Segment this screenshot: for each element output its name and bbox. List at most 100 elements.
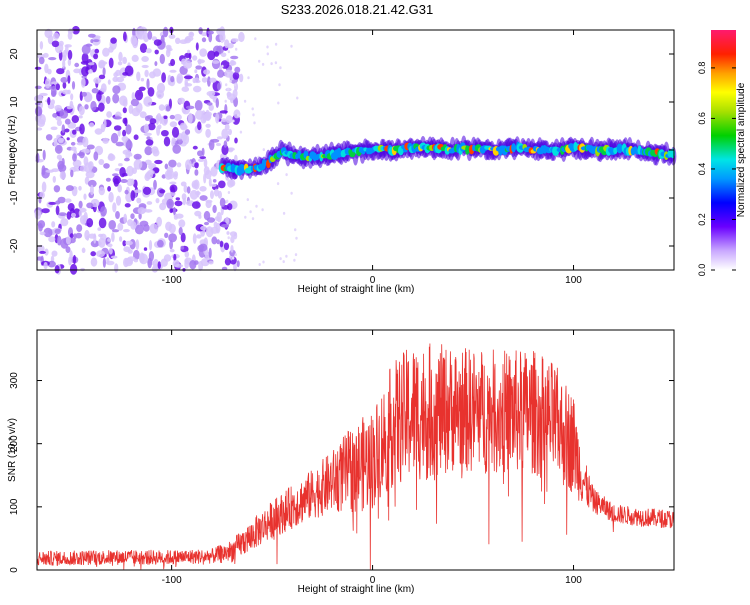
figure-title: S233.2026.018.21.42.G31 bbox=[281, 2, 434, 17]
spectrogram-ylabel: Frequency (Hz) bbox=[7, 116, 18, 185]
noise-blob bbox=[58, 139, 64, 144]
noise-blob bbox=[78, 105, 85, 116]
noise-blob bbox=[184, 129, 191, 135]
noise-blob bbox=[200, 114, 207, 124]
noise-blob bbox=[210, 190, 214, 200]
noise-blob bbox=[61, 124, 65, 133]
noise-blob bbox=[178, 219, 186, 228]
noise-blob bbox=[195, 65, 203, 70]
noise-blob bbox=[110, 37, 117, 44]
noise-blob bbox=[115, 195, 122, 206]
colorbar-tick-label: 0.8 bbox=[697, 62, 707, 75]
noise-blob bbox=[206, 90, 216, 97]
noise-blob bbox=[221, 224, 230, 228]
noise-blob bbox=[192, 233, 197, 244]
noise-blob bbox=[62, 59, 66, 69]
noise-blob bbox=[124, 189, 129, 195]
noise-blob bbox=[198, 158, 205, 162]
noise-blob bbox=[144, 69, 149, 78]
noise-blob bbox=[185, 35, 194, 42]
noise-blob bbox=[41, 181, 47, 193]
noise-blob bbox=[156, 113, 162, 122]
noise-blob bbox=[229, 59, 235, 66]
noise-blob bbox=[107, 186, 111, 192]
noise-region bbox=[34, 25, 299, 275]
noise-speckle bbox=[290, 191, 293, 195]
noise-blob bbox=[159, 189, 166, 194]
noise-blob bbox=[198, 243, 208, 252]
noise-blob bbox=[220, 52, 227, 58]
noise-blob bbox=[154, 159, 163, 165]
noise-blob bbox=[147, 169, 155, 175]
noise-blob bbox=[207, 30, 214, 35]
noise-blob bbox=[186, 186, 191, 194]
noise-speckle bbox=[294, 253, 298, 257]
noise-blob bbox=[213, 51, 220, 57]
noise-blob bbox=[156, 125, 161, 136]
noise-blob bbox=[212, 204, 217, 214]
noise-blob bbox=[89, 184, 94, 196]
snr-ytick-label: 100 bbox=[9, 498, 20, 515]
noise-blob bbox=[211, 58, 221, 70]
noise-blob bbox=[163, 136, 171, 147]
noise-blob bbox=[70, 169, 74, 178]
noise-blob bbox=[182, 109, 187, 114]
noise-blob bbox=[94, 128, 103, 135]
noise-blob bbox=[93, 151, 99, 161]
noise-blob bbox=[65, 185, 74, 192]
noise-blob bbox=[215, 113, 220, 124]
noise-blob bbox=[173, 113, 182, 121]
noise-blob bbox=[51, 40, 60, 48]
noise-blob bbox=[176, 162, 182, 168]
noise-blob bbox=[39, 92, 48, 97]
noise-blob bbox=[70, 93, 74, 101]
noise-blob bbox=[148, 251, 154, 262]
noise-blob bbox=[87, 161, 94, 170]
noise-blob bbox=[154, 61, 158, 67]
noise-blob bbox=[199, 156, 206, 160]
noise-blob bbox=[69, 250, 73, 261]
noise-blob bbox=[108, 153, 114, 160]
noise-blob bbox=[89, 122, 95, 128]
noise-blob bbox=[131, 92, 135, 101]
noise-blob bbox=[180, 181, 187, 187]
noise-blob bbox=[47, 68, 52, 75]
noise-blob bbox=[164, 170, 172, 180]
noise-blob bbox=[67, 75, 71, 84]
noise-speckle bbox=[247, 76, 250, 80]
noise-blob bbox=[203, 158, 208, 168]
snr-series-line bbox=[36, 343, 675, 570]
noise-blob bbox=[62, 89, 70, 95]
noise-blob bbox=[102, 47, 110, 57]
noise-speckle bbox=[262, 148, 265, 152]
noise-speckle bbox=[270, 62, 273, 66]
noise-blob bbox=[100, 61, 108, 65]
noise-blob bbox=[223, 140, 228, 148]
noise-blob bbox=[51, 81, 59, 85]
noise-blob bbox=[205, 128, 211, 138]
noise-blob bbox=[153, 39, 162, 46]
noise-blob bbox=[219, 197, 226, 208]
noise-blob bbox=[86, 202, 94, 209]
noise-blob bbox=[53, 140, 58, 147]
colorbar: 0.0 0.2 0.4 0.6 0.8 Normalized spectral ampl… bbox=[697, 30, 747, 276]
noise-speckle bbox=[285, 173, 288, 177]
noise-blob bbox=[224, 257, 231, 266]
noise-blob bbox=[115, 76, 125, 83]
noise-blob bbox=[213, 188, 220, 197]
noise-speckle bbox=[232, 119, 235, 123]
noise-blob bbox=[175, 197, 180, 201]
noise-blob bbox=[159, 202, 167, 211]
noise-blob bbox=[41, 208, 50, 214]
noise-blob bbox=[98, 237, 106, 248]
noise-blob bbox=[180, 245, 185, 250]
noise-blob bbox=[181, 86, 190, 92]
noise-blob bbox=[123, 31, 127, 42]
noise-blob bbox=[169, 121, 178, 128]
noise-blob bbox=[145, 48, 152, 54]
noise-blob bbox=[216, 211, 222, 223]
noise-blob bbox=[98, 74, 106, 80]
noise-blob bbox=[146, 78, 150, 90]
noise-blob bbox=[100, 206, 107, 217]
noise-blob bbox=[239, 73, 244, 83]
